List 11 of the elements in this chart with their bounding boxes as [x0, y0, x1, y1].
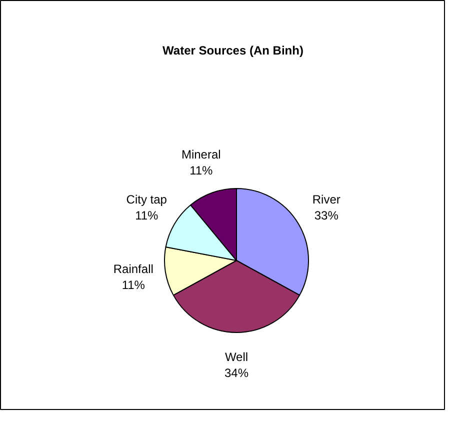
slice-label: City tap	[126, 192, 168, 206]
data-label: 34%	[224, 366, 249, 380]
data-label: 11%	[135, 208, 159, 222]
slice-label: Mineral	[181, 147, 221, 162]
data-label: 11%	[122, 278, 146, 292]
slice-label: Rainfall	[113, 262, 154, 276]
data-label: 33%	[314, 208, 339, 222]
slice-label: River	[312, 192, 340, 206]
chart-title: Water Sources (An Binh)	[162, 44, 304, 58]
slice-label: Well	[224, 350, 248, 364]
data-label: 11%	[190, 163, 214, 178]
